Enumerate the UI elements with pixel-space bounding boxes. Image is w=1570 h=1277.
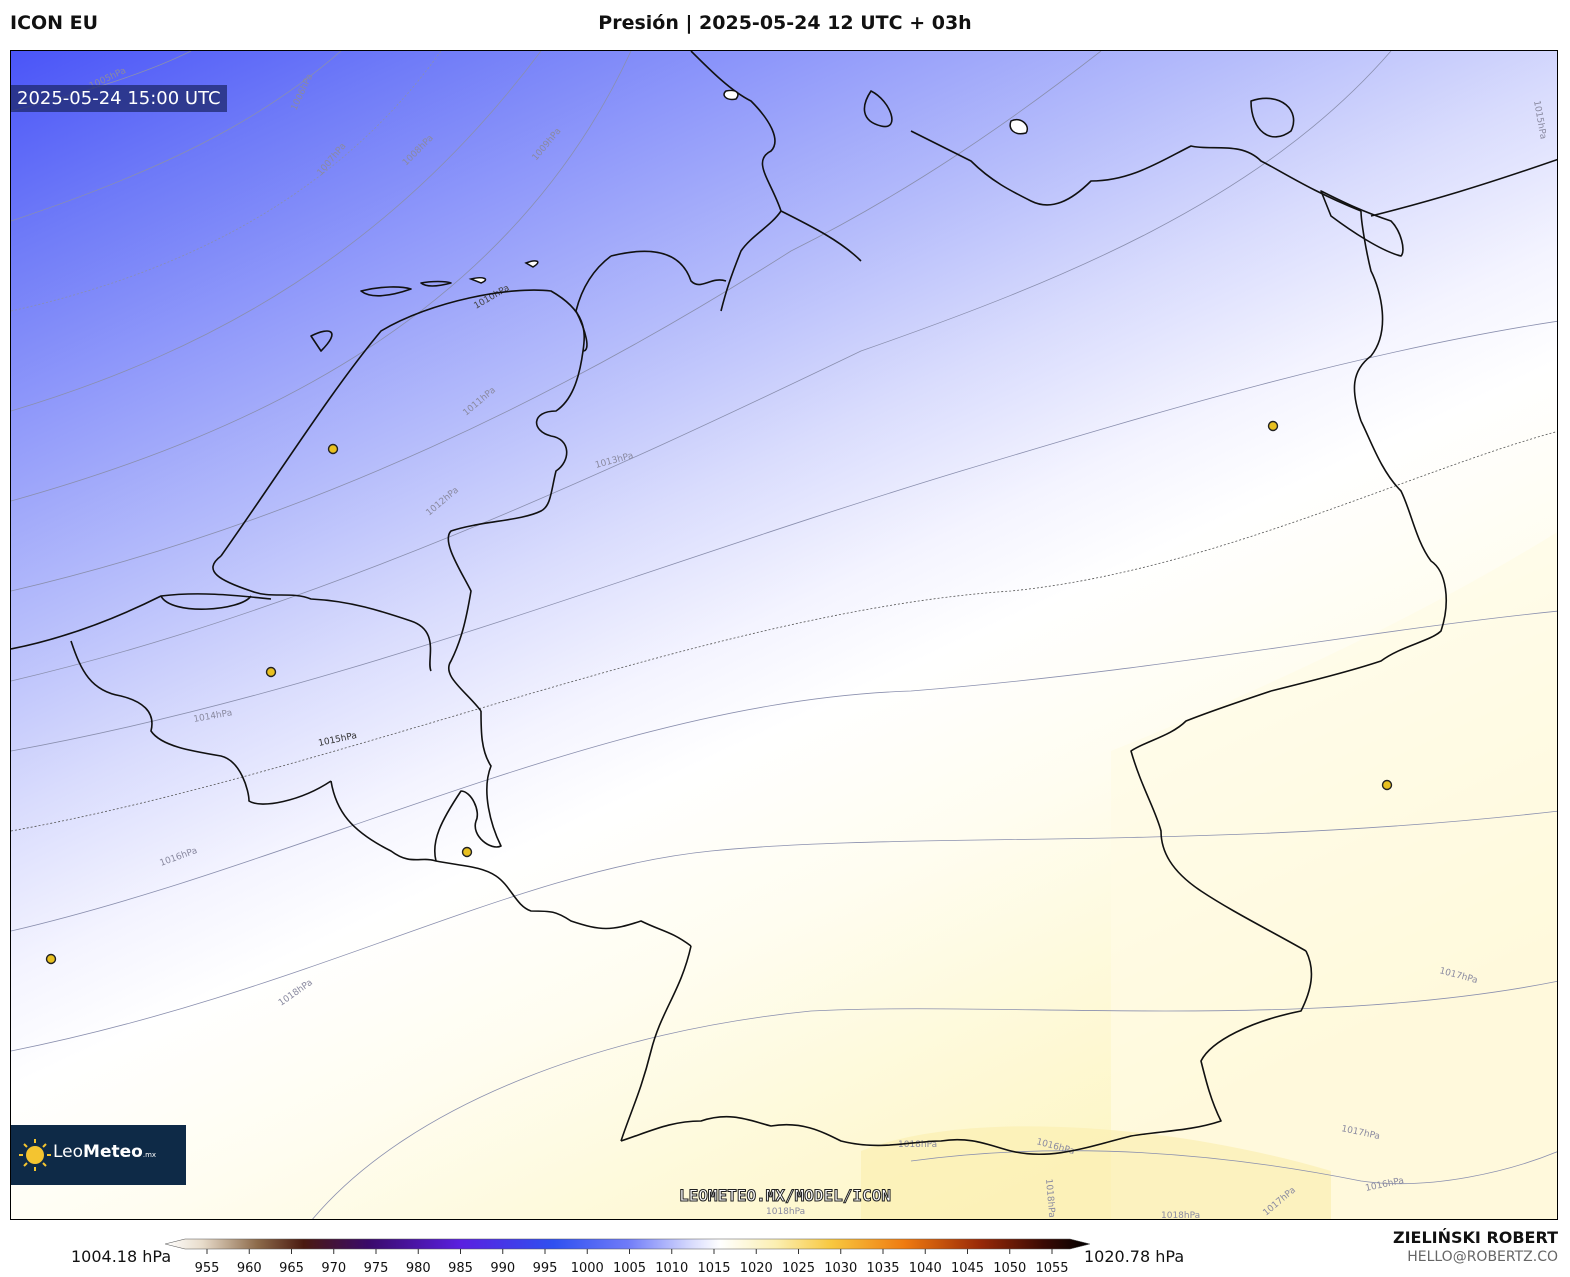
colorbar-tick-label: 1000 (571, 1261, 604, 1276)
colorbar-tick-label: 1050 (993, 1261, 1026, 1276)
city-marker (45, 953, 57, 965)
colorbar-tick-label: 1045 (951, 1261, 984, 1276)
colorbar-tick-label: 980 (406, 1261, 431, 1276)
islands (468, 89, 1028, 284)
colorbar-tick-label: 1015 (697, 1261, 730, 1276)
colorbar-max-label: 1020.78 hPa (1084, 1247, 1185, 1266)
logo-wordmark: LeoMeteo.mx (53, 1142, 157, 1162)
isobar-label: 1018hPa (1043, 1178, 1056, 1218)
colorbar-tick-label: 1020 (740, 1261, 773, 1276)
colorbar-tick-label: 965 (279, 1261, 304, 1276)
colorbar-tick-label: 955 (195, 1261, 220, 1276)
colorbar-tick-label: 995 (533, 1261, 558, 1276)
source-watermark: LEOMETEO.MX/MODEL/ICON (679, 1186, 892, 1206)
colorbar-tick-label: 1005 (613, 1261, 646, 1276)
city-marker (1381, 779, 1393, 791)
leometeo-logo: LeoMeteo.mx (11, 1125, 186, 1185)
colorbar-tick-label: 1010 (655, 1261, 688, 1276)
isobar-label: 1018hPa (1161, 1211, 1200, 1220)
colorbar-tick-label: 1035 (866, 1261, 899, 1276)
city-marker (265, 666, 277, 678)
pressure-field-east (1111, 532, 1557, 1219)
colorbar-tick-label: 990 (490, 1261, 515, 1276)
map-panel: 1005hPa 1006hPa 1007hPa 1008hPa 1009hPa … (10, 50, 1558, 1220)
pressure-map: 1005hPa 1006hPa 1007hPa 1008hPa 1009hPa … (11, 51, 1557, 1220)
isobar-label: 1018hPa (766, 1207, 805, 1217)
colorbar-tick-label: 970 (321, 1261, 346, 1276)
colorbar-tick-label: 975 (364, 1261, 389, 1276)
city-markers (45, 420, 1393, 965)
colorbar-tick-label: 985 (448, 1261, 473, 1276)
isobar-label: 1018hPa (898, 1140, 937, 1150)
chart-title: Presión | 2025-05-24 12 UTC + 03h (598, 12, 972, 34)
city-marker (1267, 420, 1279, 432)
colorbar-tick-label: 1025 (782, 1261, 815, 1276)
colorbar-tick-label: 1055 (1035, 1261, 1068, 1276)
isobars (11, 51, 1557, 1219)
colorbar-tick-label: 960 (237, 1261, 262, 1276)
colorbar-tick-label: 1030 (824, 1261, 857, 1276)
coastlines-and-borders (11, 51, 1557, 1156)
city-marker (327, 443, 339, 455)
colorbar: 955 960 965 970 975 980 985 990 995 1000 1005 1010 1… (165, 1238, 1090, 1276)
colorbar-gradient (165, 1238, 1090, 1250)
author-name: ZIELIŃSKI ROBERT (1392, 1228, 1558, 1247)
colorbar-min-label: 1004.18 hPa (71, 1247, 172, 1266)
pressure-field-alps (861, 1126, 1331, 1219)
sun-icon (19, 1139, 51, 1171)
city-marker (461, 846, 473, 858)
valid-time-badge: 2025-05-24 15:00 UTC (11, 85, 227, 112)
author-email: HELLO@ROBERTZ.CO (1407, 1249, 1558, 1265)
model-name: ICON EU (10, 12, 99, 34)
colorbar-tick-label: 1040 (909, 1261, 942, 1276)
